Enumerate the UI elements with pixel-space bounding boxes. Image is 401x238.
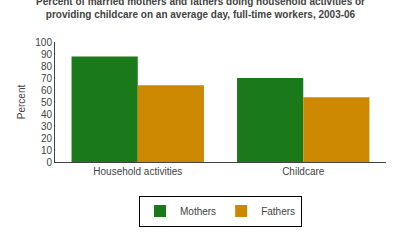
- svg-text:30: 30: [41, 121, 53, 132]
- svg-text:Percent: Percent: [16, 85, 27, 120]
- svg-text:Childcare: Childcare: [282, 166, 325, 177]
- svg-text:100: 100: [35, 37, 52, 48]
- svg-text:40: 40: [41, 109, 53, 120]
- svg-text:Fathers: Fathers: [261, 206, 295, 217]
- svg-text:60: 60: [41, 85, 53, 96]
- svg-text:50: 50: [41, 97, 53, 108]
- svg-text:70: 70: [41, 73, 53, 84]
- svg-text:Percent of married mothers and: Percent of married mothers and fathers d…: [36, 0, 365, 20]
- svg-text:90: 90: [41, 49, 53, 60]
- svg-text:0: 0: [46, 157, 52, 168]
- svg-text:20: 20: [41, 133, 53, 144]
- svg-text:80: 80: [41, 61, 53, 72]
- svg-text:10: 10: [41, 145, 53, 156]
- svg-text:Mothers: Mothers: [180, 206, 216, 217]
- svg-text:Household activities: Household activities: [93, 166, 182, 177]
